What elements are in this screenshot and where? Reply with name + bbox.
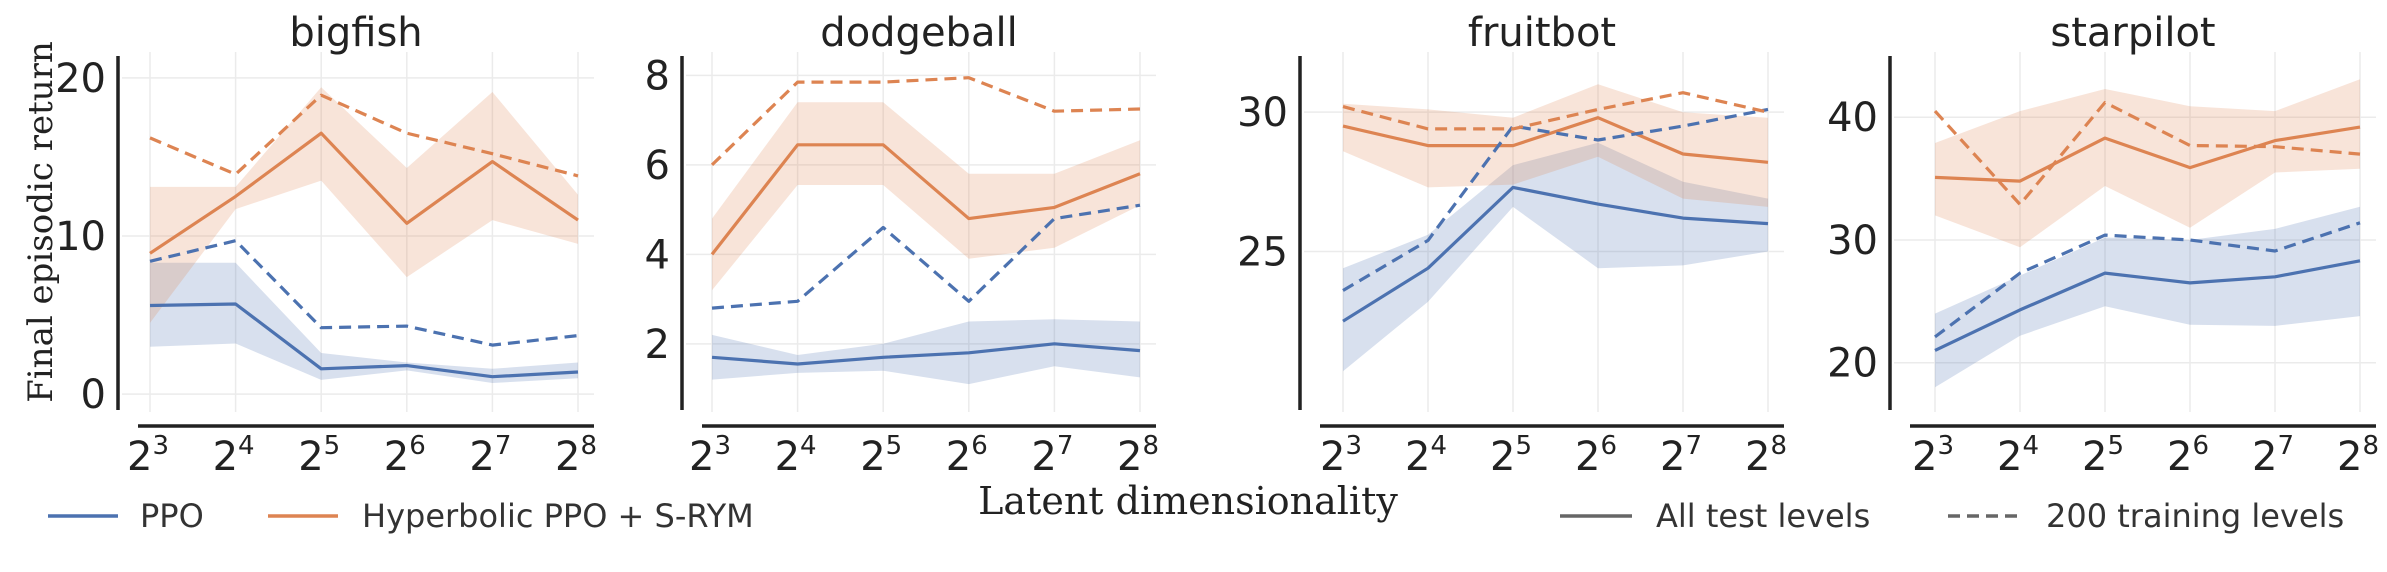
x-tick-label: 25 [298,431,340,480]
x-tick-label: 28 [1117,431,1159,480]
y-tick-label: 20 [1827,341,1878,387]
panel-starpilot: starpilot 20 30 40 23 24 25 26 27 28 [1827,10,2379,480]
line-ppo-200-training-levels [1934,221,2361,339]
line-hyperbolic-ppo-s-rym-200-training-levels [1342,91,1769,131]
y-tick-label: 20 [55,56,106,102]
panel-bigfish: bigfish 0 10 20 23 24 25 26 27 28 [55,10,597,480]
x-tick-label: 24 [1405,431,1447,480]
y-tick-label: 30 [1827,218,1878,264]
x-tick-label: 24 [213,431,255,480]
x-tick-label: 28 [555,431,597,480]
line-ppo-200-training-levels [1342,107,1769,292]
y-tick-label: 8 [645,53,670,99]
band-ppo-all-test-levels [1343,142,1768,372]
x-tick-label: 25 [860,431,902,480]
y-tick-label: 6 [645,143,670,189]
line-hyperbolic-ppo-s-rym-all-test-levels [1342,116,1769,164]
line-ppo-all-test-levels [1342,185,1769,323]
x-tick-label: 25 [1490,431,1532,480]
y-tick-label: 25 [1237,230,1288,276]
x-axis-label: Latent dimensionality [978,479,1398,523]
y-tick-label: 0 [81,372,106,418]
x-tick-label: 25 [2082,431,2124,480]
y-tick-label: 4 [645,232,670,278]
panel-title: fruitbot [1468,10,1616,56]
line-ppo-all-test-levels [711,342,1141,366]
line-hyperbolic-ppo-s-rym-all-test-levels [710,143,1141,256]
y-tick-label: 2 [645,322,670,368]
panel-title: starpilot [2050,10,2215,56]
x-tick-label: 24 [1997,431,2039,480]
line-hyperbolic-ppo-s-rym-200-training-levels [710,76,1141,167]
band-hyperbolic-ppo-s-rym-all-test-levels [150,87,578,323]
panel-title: dodgeball [820,10,1017,56]
band-ppo-all-test-levels [150,262,578,383]
x-tick-label: 23 [689,431,731,480]
x-tick-label: 26 [2167,431,2209,480]
line-hyperbolic-ppo-s-rym-all-test-levels [149,131,579,255]
band-hyperbolic-ppo-s-rym-all-test-levels [1343,84,1768,207]
panel-title: bigfish [289,10,422,56]
line-ppo-all-test-levels [149,302,579,379]
legend-training-label: 200 training levels [2046,497,2344,535]
x-tick-label: 26 [384,431,426,480]
x-tick-label: 24 [775,431,817,480]
x-tick-label: 27 [2252,431,2294,480]
legend-all-test-label: All test levels [1656,497,1870,535]
x-tick-label: 27 [469,431,511,480]
line-hyperbolic-ppo-s-rym-200-training-levels [149,93,579,178]
x-tick-label: 28 [2337,431,2379,480]
x-tick-label: 23 [127,431,169,480]
legend: PPO Hyperbolic PPO + S-RYM All test leve… [48,497,2344,535]
line-hyperbolic-ppo-s-rym-all-test-levels [1934,125,2361,183]
line-ppo-200-training-levels [149,239,579,347]
line-ppo-200-training-levels [711,203,1141,310]
line-hyperbolic-ppo-s-rym-200-training-levels [1933,100,2361,206]
panel-fruitbot: fruitbot 25 30 23 24 25 26 27 28 [1237,10,1787,480]
x-tick-label: 27 [1031,431,1073,480]
legend-hyperbolic-label: Hyperbolic PPO + S-RYM [362,497,754,535]
band-hyperbolic-ppo-s-rym-all-test-levels [712,102,1140,291]
y-axis-label: Final episodic return [21,41,61,403]
x-tick-label: 26 [946,431,988,480]
y-tick-label: 30 [1237,90,1288,136]
x-tick-label: 28 [1745,431,1787,480]
band-ppo-all-test-levels [712,319,1140,385]
y-tick-label: 40 [1827,95,1878,141]
x-tick-label: 23 [1320,431,1362,480]
line-ppo-all-test-levels [1934,259,2361,352]
x-tick-label: 27 [1660,431,1702,480]
x-tick-label: 23 [1912,431,1954,480]
band-hyperbolic-ppo-s-rym-all-test-levels [1935,79,2360,248]
band-ppo-all-test-levels [1935,206,2360,388]
x-tick-label: 26 [1575,431,1617,480]
y-tick-label: 10 [55,214,106,260]
legend-ppo-label: PPO [140,497,204,535]
